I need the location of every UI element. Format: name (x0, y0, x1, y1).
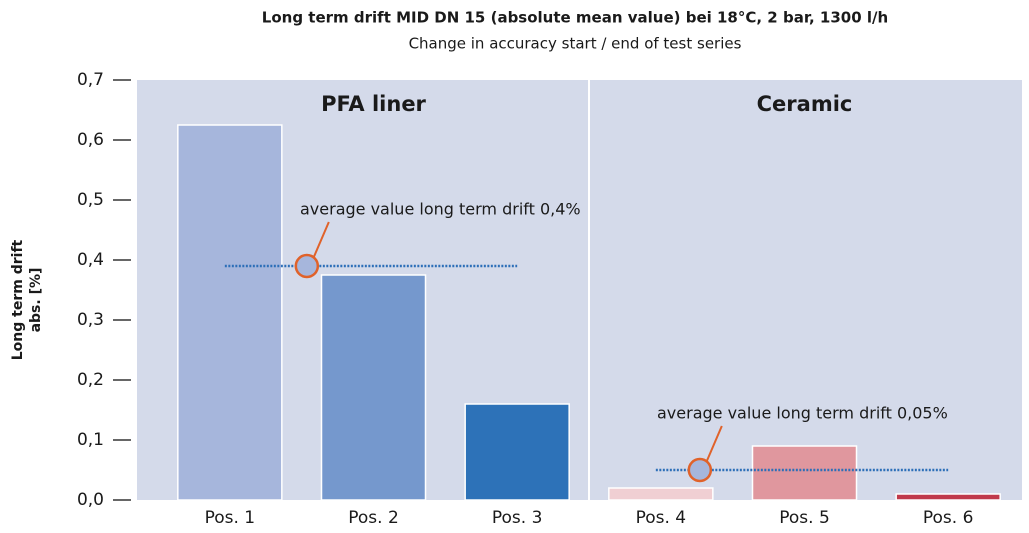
chart-title: Long term drift MID DN 15 (absolute mean… (262, 9, 888, 27)
y-tick-label: 0,5 (77, 190, 104, 210)
chart-subtitle: Change in accuracy start / end of test s… (409, 35, 742, 53)
annotation-text: average value long term drift 0,4% (300, 200, 581, 219)
y-tick-label: 0,4 (77, 250, 104, 270)
annotation-leader (705, 425, 723, 462)
y-tick-label: 0,6 (77, 130, 104, 150)
plot-background (137, 80, 1022, 500)
bar (751, 445, 858, 501)
y-tick-label: 0,1 (77, 430, 104, 450)
x-tick-label: Pos. 3 (492, 508, 543, 528)
x-tick-label: Pos. 5 (779, 508, 830, 528)
bar (464, 403, 570, 501)
x-tick-label: Pos. 4 (636, 508, 687, 528)
bar (608, 487, 714, 501)
average-marker (294, 253, 320, 279)
average-marker (687, 457, 713, 483)
x-tick-label: Pos. 1 (205, 508, 256, 528)
y-tick-label: 0,3 (77, 310, 104, 330)
y-axis-label: Long term drift (10, 239, 26, 360)
bar (177, 124, 283, 501)
y-tick-label: 0,7 (77, 70, 104, 90)
x-tick-label: Pos. 6 (923, 508, 974, 528)
bar (895, 493, 1001, 501)
y-tick-label: 0,2 (77, 370, 104, 390)
annotation-text: average value long term drift 0,05% (657, 404, 948, 423)
y-tick-label: 0,0 (77, 490, 104, 510)
bar (320, 274, 427, 501)
group-label: PFA liner (321, 92, 426, 116)
annotation-leader (312, 221, 330, 258)
x-tick-label: Pos. 2 (348, 508, 399, 528)
group-label: Ceramic (757, 92, 853, 116)
y-axis-label: abs. [%] (28, 268, 44, 333)
